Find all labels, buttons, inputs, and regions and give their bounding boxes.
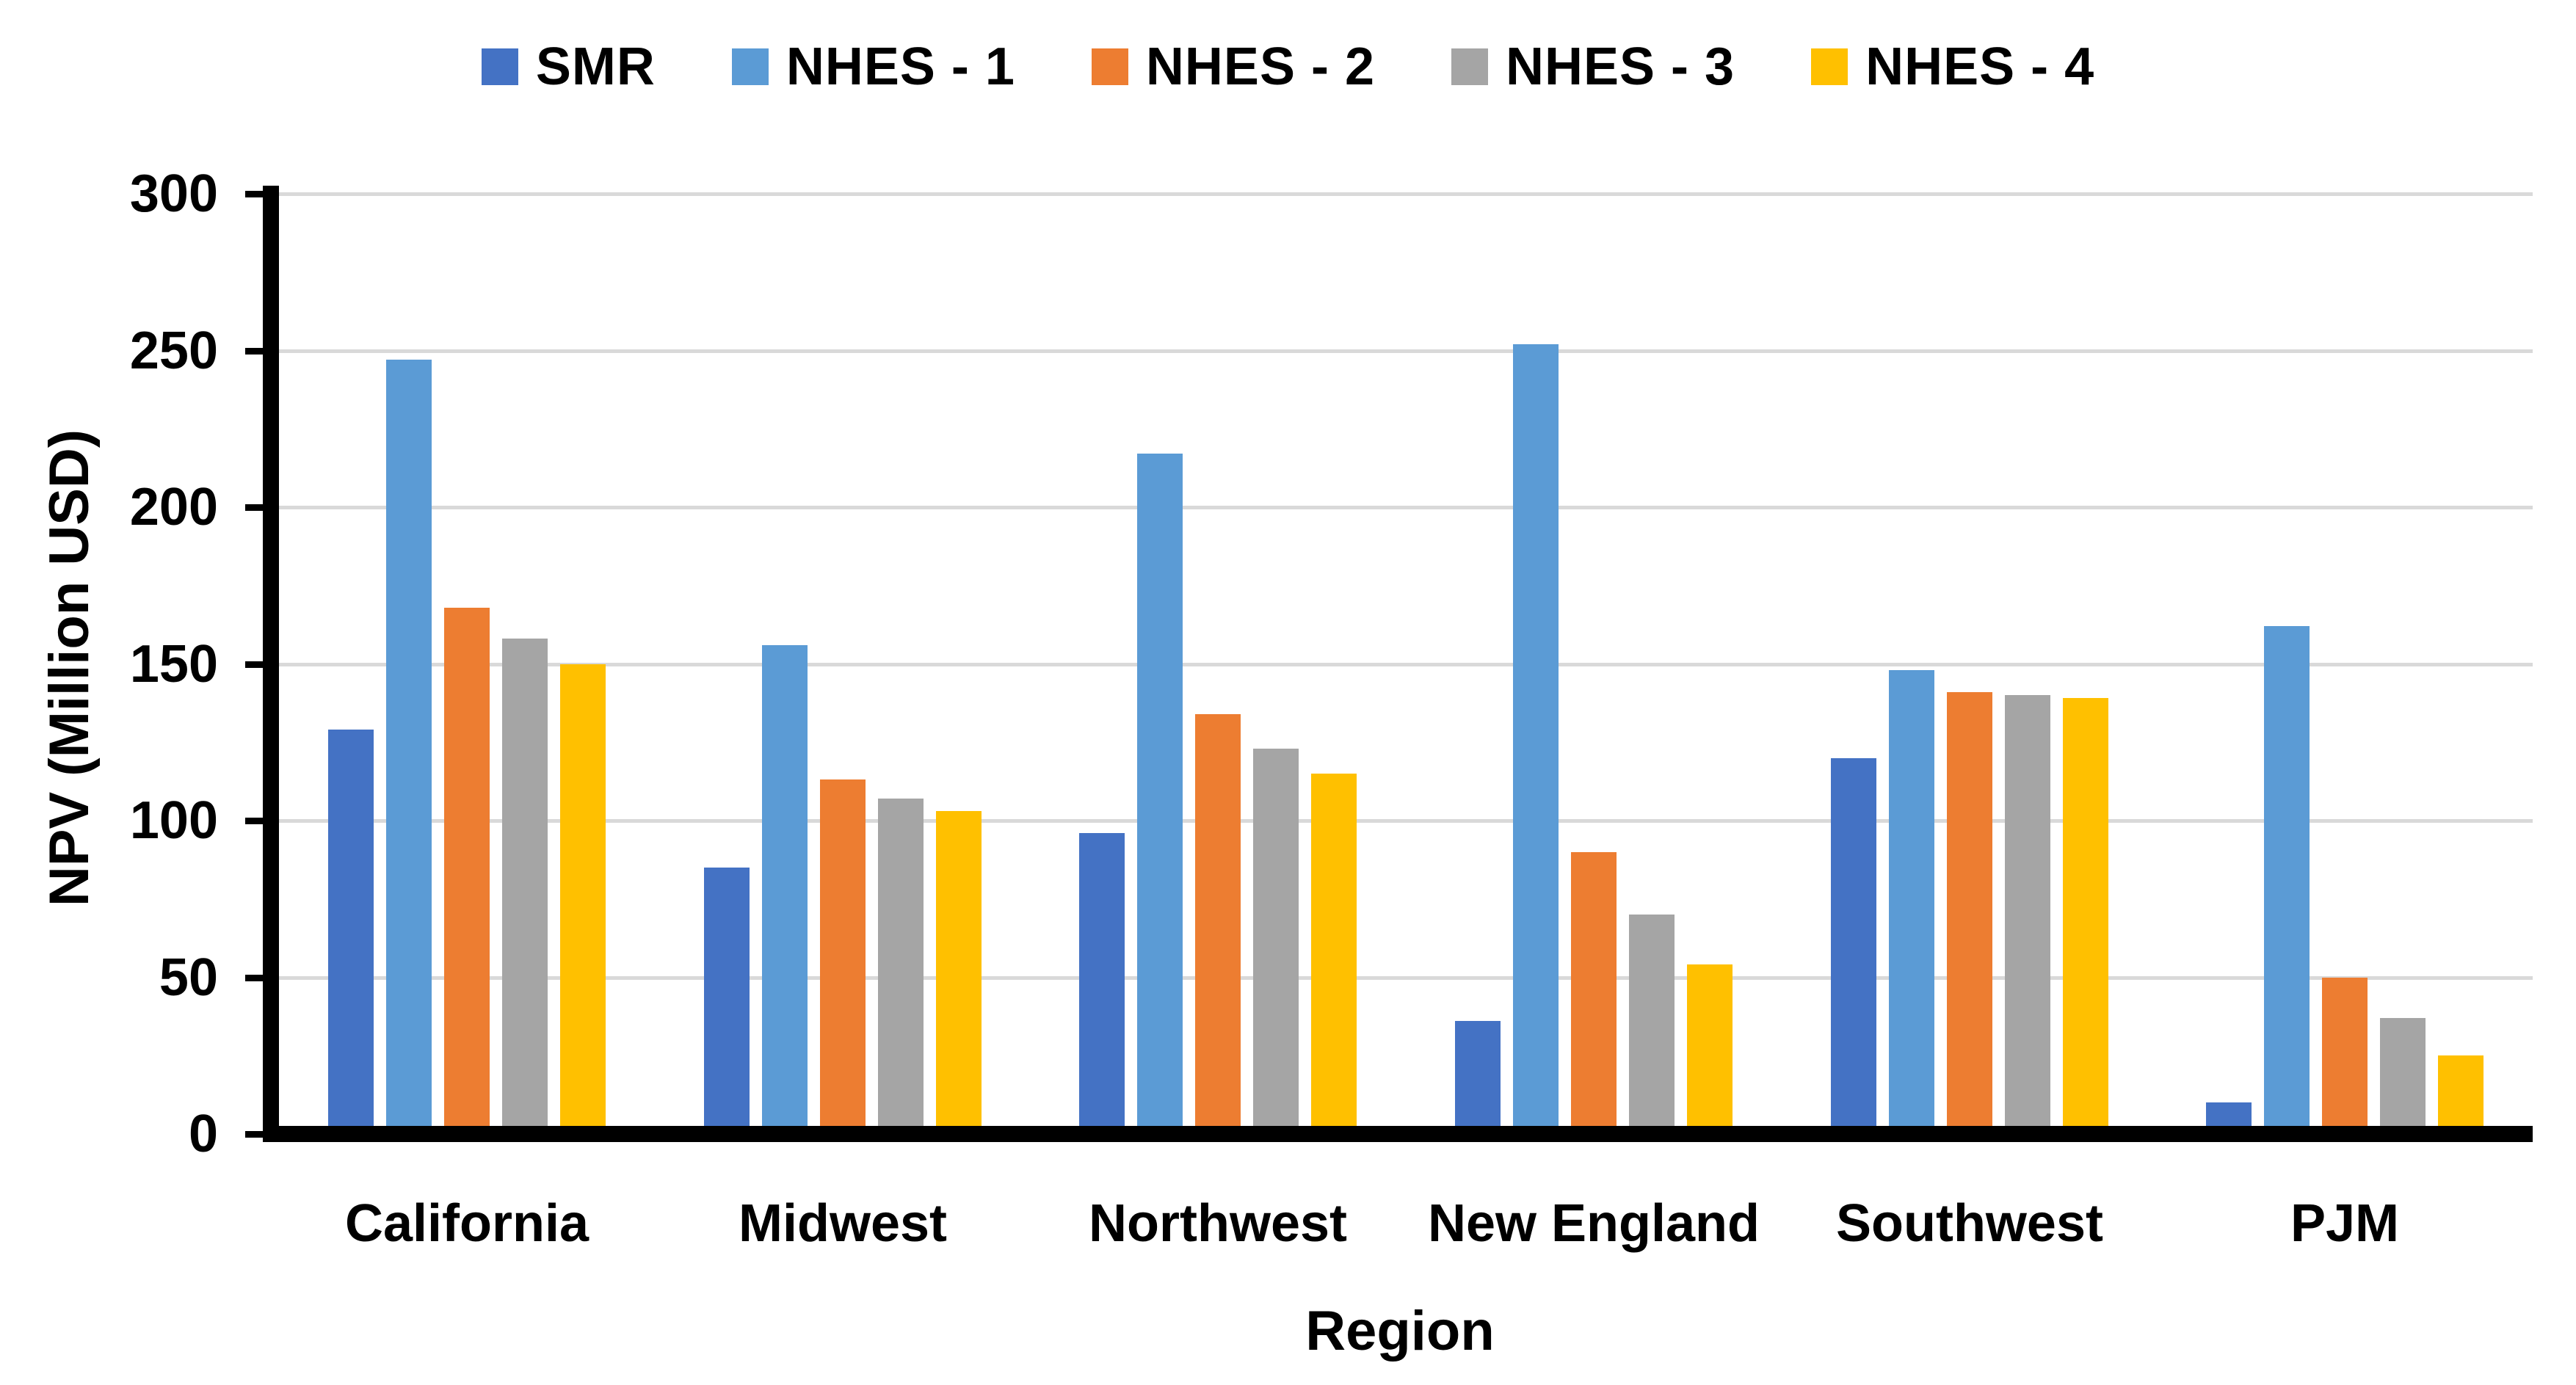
y-axis-tick-label-50: 50	[159, 948, 218, 1007]
legend-label: NHES - 3	[1506, 37, 1735, 96]
y-axis-tick-label-150: 150	[129, 634, 218, 694]
bar-california-nhes-3	[502, 639, 548, 1134]
legend-color-chip	[731, 48, 769, 85]
gridline-150	[279, 662, 2533, 666]
bar-northwest-nhes-2	[1195, 714, 1241, 1134]
bar-northwest-nhes-4	[1311, 774, 1357, 1134]
y-axis-line	[263, 186, 279, 1142]
y-axis-tick-label-100: 100	[129, 791, 218, 850]
bar-california-nhes-1	[386, 360, 432, 1134]
bar-midwest-nhes-1	[762, 645, 808, 1134]
bar-california-nhes-4	[560, 664, 606, 1134]
bar-pjm-nhes-4	[2438, 1055, 2484, 1134]
legend-item-4: NHES - 3	[1451, 40, 1735, 93]
legend-color-chip	[1811, 48, 1848, 85]
bar-pjm-nhes-2	[2322, 978, 2368, 1134]
bar-midwest-nhes-3	[878, 799, 924, 1134]
legend-color-chip	[1091, 48, 1128, 85]
bar-pjm-nhes-1	[2264, 626, 2310, 1134]
y-axis-tick-50	[245, 974, 263, 981]
x-category-label-northwest: Northwest	[1088, 1194, 1348, 1253]
y-axis-tick-250	[245, 347, 263, 355]
gridline-50	[279, 975, 2533, 980]
legend-color-chip	[1451, 48, 1488, 85]
y-axis-tick-label-250: 250	[129, 321, 218, 380]
gridline-200	[279, 506, 2533, 509]
chart-legend: SMR NHES - 1 NHES - 2 NHES - 3 NHES - 4	[0, 26, 2576, 107]
x-category-label-southwest: Southwest	[1835, 1194, 2103, 1253]
legend-item-2: NHES - 1	[731, 37, 1015, 96]
legend-item-5: NHES - 4	[1811, 40, 2094, 93]
gridline-300	[279, 192, 2533, 197]
bar-northwest-smr	[1079, 833, 1125, 1134]
gridline-250	[279, 349, 2533, 353]
y-axis-tick-0	[245, 1131, 263, 1138]
x-axis-title: Region	[1305, 1300, 1495, 1362]
x-category-label-california: California	[344, 1194, 589, 1253]
bar-northwest-nhes-3	[1253, 749, 1299, 1134]
bar-pjm-nhes-3	[2380, 1018, 2426, 1134]
y-axis-tick-100	[245, 818, 263, 824]
bar-california-nhes-2	[444, 608, 490, 1134]
legend-item-3: NHES - 2	[1091, 37, 1375, 96]
x-category-label-midwest: Midwest	[738, 1194, 948, 1253]
y-axis-tick-label-0: 0	[188, 1105, 218, 1163]
legend-item-1: SMR	[481, 37, 656, 96]
bar-new-england-nhes-3	[1629, 915, 1675, 1134]
legend-label: NHES - 2	[1145, 37, 1375, 96]
plot-area	[279, 192, 2533, 1134]
bar-new-england-nhes-1	[1513, 344, 1559, 1134]
legend-label: NHES - 1	[786, 37, 1015, 96]
bar-southwest-smr	[1831, 758, 1876, 1134]
x-axis-line	[263, 1126, 2533, 1142]
bar-new-england-nhes-4	[1687, 964, 1733, 1134]
bar-midwest-nhes-2	[820, 779, 866, 1134]
bar-northwest-nhes-1	[1137, 454, 1183, 1134]
y-axis-tick-300	[245, 191, 263, 197]
legend-label: SMR	[535, 37, 656, 96]
x-category-label-new-england: New England	[1427, 1194, 1760, 1253]
bar-southwest-nhes-3	[2005, 695, 2050, 1134]
bar-southwest-nhes-2	[1947, 692, 1992, 1134]
y-axis-tick-150	[245, 661, 263, 668]
x-category-label-pjm: PJM	[2290, 1194, 2400, 1253]
gridline-100	[279, 819, 2533, 823]
bar-midwest-nhes-4	[936, 811, 982, 1134]
y-axis-tick-label-300: 300	[129, 164, 218, 223]
bar-southwest-nhes-1	[1889, 670, 1934, 1134]
bar-midwest-smr	[704, 868, 750, 1134]
y-axis-tick-label-200: 200	[129, 478, 218, 537]
bar-new-england-nhes-2	[1571, 852, 1617, 1134]
bar-southwest-nhes-4	[2063, 698, 2108, 1134]
legend-label: NHES - 4	[1865, 37, 2095, 96]
y-axis-tick-200	[245, 504, 263, 511]
legend-color-chip	[481, 48, 518, 85]
bar-california-smr	[328, 730, 374, 1134]
bar-new-england-smr	[1455, 1021, 1501, 1134]
